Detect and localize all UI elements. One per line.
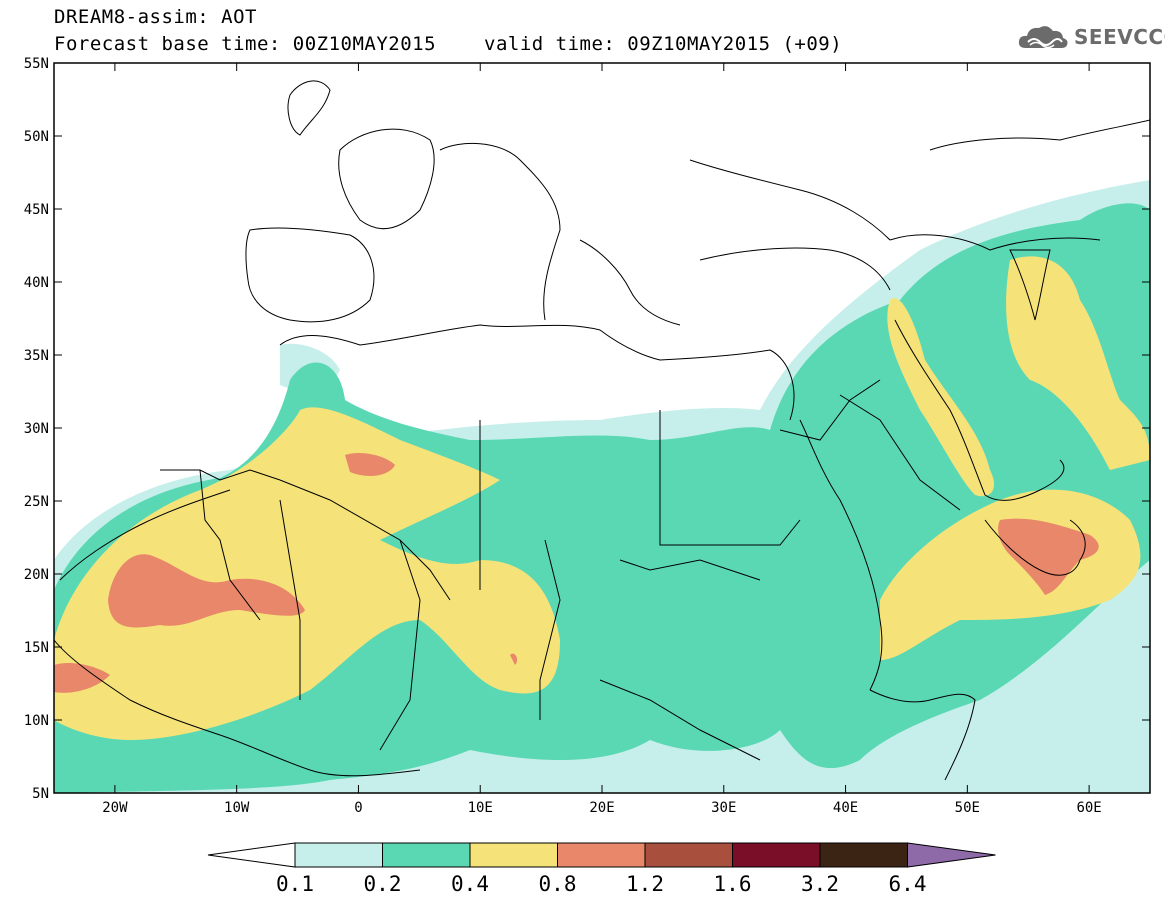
legend-box [644,842,733,868]
latitude-label: 55N [24,56,49,72]
longitude-label: 20E [589,800,614,816]
legend-box [382,842,471,868]
logo-text: SEEVCCC [1074,25,1165,49]
legend-level-label: 0.4 [451,872,489,896]
longitude-label: 0 [354,800,362,816]
latitude-ticks: 55N 50N 45N 40N 35N 30N 25N 20N 15N 10N 5N [24,56,1150,802]
valid-time: valid time: 09Z10MAY2015 (+09) [484,33,843,55]
latitude-label: 20N [24,567,49,583]
latitude-label: 45N [24,202,49,218]
latitude-label: 25N [24,494,49,510]
latitude-label: 30N [24,421,49,437]
legend-level-label: 0.1 [276,872,314,896]
legend-box [469,842,558,868]
legend-level-label: 0.8 [539,872,577,896]
aot-legend: 0.1 0.2 0.4 0.8 1.2 1.6 3.2 6.4 [207,842,996,896]
legend-level-label: 6.4 [889,872,927,896]
seevccc-logo: SEEVCCC [1016,22,1165,52]
longitude-ticks: 20W 10W 0 10E 20E 30E 40E 50E 60E [102,63,1102,816]
latitude-label: 5N [32,786,49,802]
legend-box [819,842,908,868]
forecast-base-time: Forecast base time: 00Z10MAY2015 [54,33,437,55]
longitude-label: 50E [955,800,980,816]
latitude-label: 40N [24,275,49,291]
longitude-label: 40E [833,800,858,816]
longitude-label: 60E [1076,800,1101,816]
legend-level-label: 3.2 [801,872,839,896]
longitude-label: 30E [711,800,736,816]
latitude-label: 10N [24,713,49,729]
legend-arrow-low [207,842,296,868]
longitude-label: 10E [468,800,493,816]
legend-box [557,842,646,868]
aot-band-0-8 [54,453,1099,693]
legend-box [294,842,383,868]
aot-shading [54,180,1150,793]
legend-level-label: 0.2 [364,872,402,896]
cloud-logo-icon [1018,26,1068,49]
legend-box [732,842,821,868]
legend-arrow-high [907,842,996,868]
legend-level-label: 1.2 [626,872,664,896]
coastlines [54,80,1150,781]
longitude-label: 20W [102,800,128,816]
latitude-label: 50N [24,129,49,145]
longitude-label: 10W [224,800,250,816]
latitude-label: 35N [24,348,49,364]
map-title: DREAM8-assim: AOT [54,6,257,28]
legend-level-label: 1.6 [714,872,752,896]
latitude-label: 15N [24,640,49,656]
